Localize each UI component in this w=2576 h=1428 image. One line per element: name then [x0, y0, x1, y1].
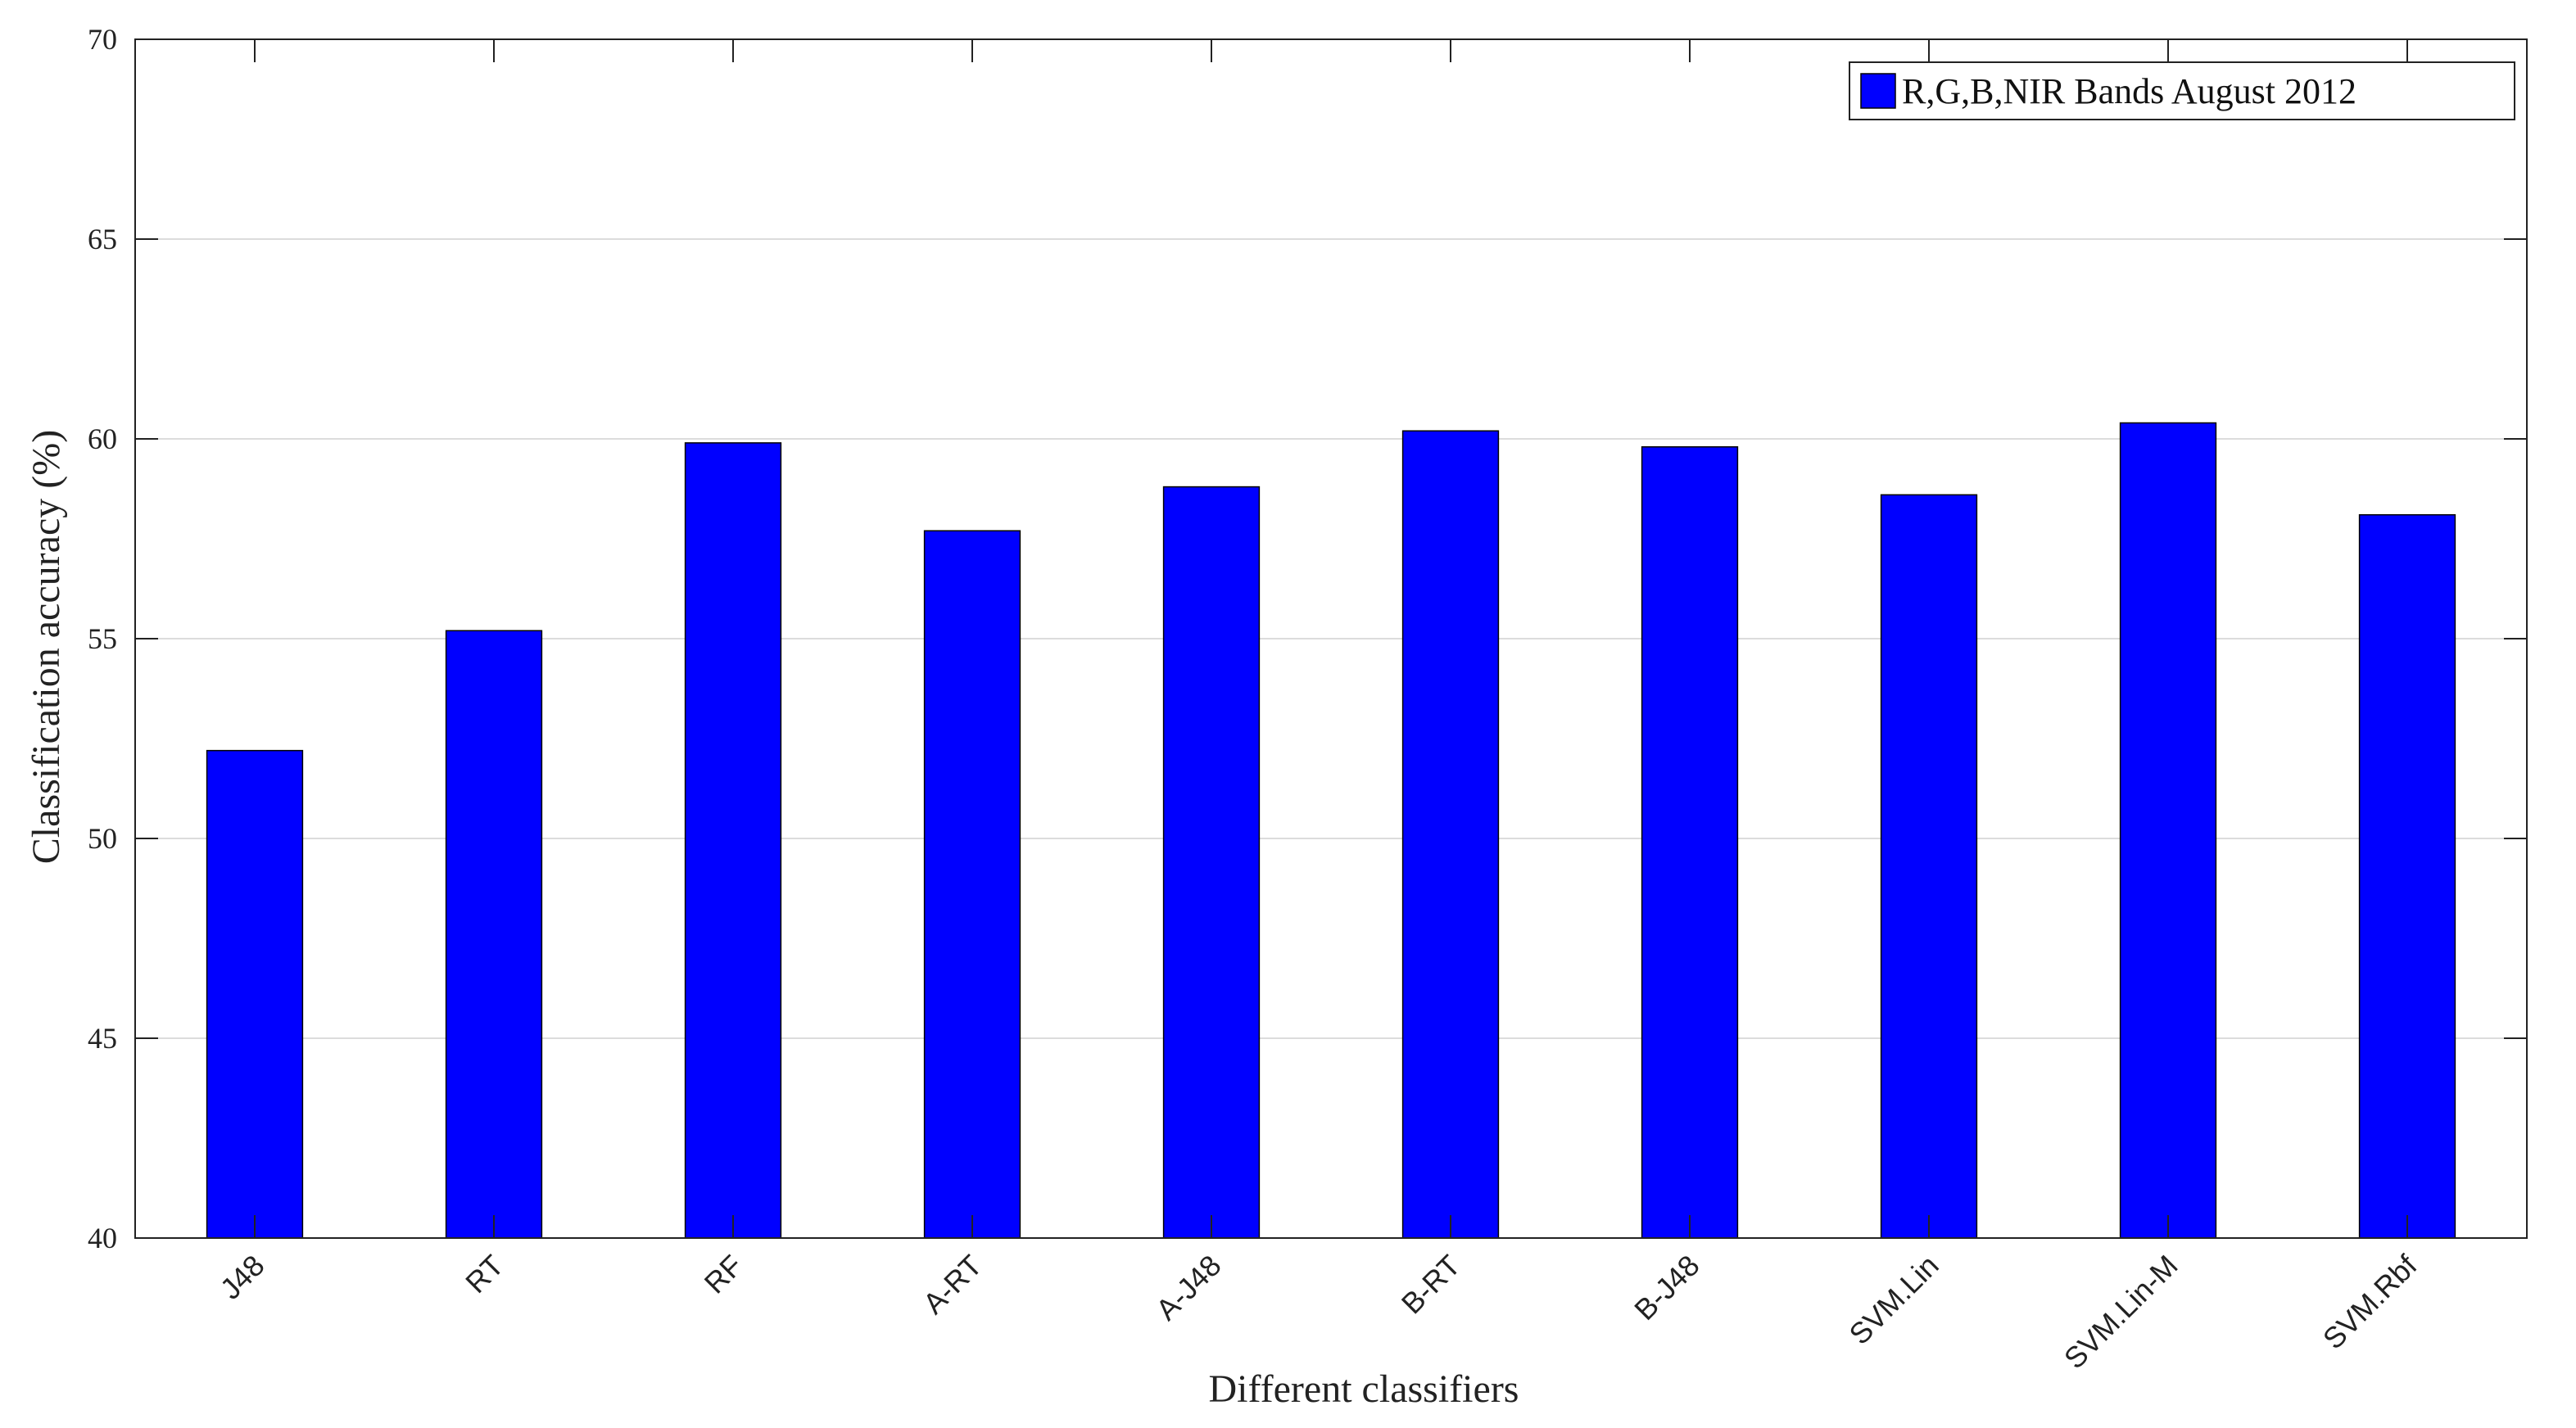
bar-a-rt	[923, 530, 1021, 1239]
y-tick-label: 70	[88, 23, 117, 56]
bar-svm-lin-m	[2119, 422, 2217, 1239]
y-tick-label: 55	[88, 622, 117, 655]
x-tick-labels: J48 RT RF A-RT A-J48 B-RT B-J48 SVM.Lin SVM.Lin-…	[214, 1248, 2424, 1376]
bars	[206, 422, 2456, 1239]
x-tick-label: RT	[459, 1249, 509, 1299]
y-tick-label: 60	[88, 423, 117, 455]
bar-b-rt	[1401, 430, 1500, 1239]
y-axis-label: Classification accuracy (%)	[25, 430, 68, 864]
legend-entry: R,G,B,NIR Bands August 2012	[1902, 71, 2356, 111]
x-tick-label: SVM.Lin	[1842, 1249, 1944, 1351]
y-tick-labels: 40 45 50 55 60 65 70	[88, 23, 117, 1254]
y-tick-label: 45	[88, 1022, 117, 1055]
y-tick-label: 65	[88, 223, 117, 255]
x-tick-label: B-RT	[1395, 1249, 1467, 1321]
x-tick-label: A-RT	[917, 1249, 989, 1321]
bar-a-j48	[1162, 486, 1261, 1239]
y-tick-label: 50	[88, 822, 117, 855]
bar-svm-lin	[1880, 494, 1978, 1239]
x-axis-label: Different classifiers	[1209, 1367, 1519, 1411]
bar-rf	[684, 442, 782, 1239]
x-tick-label: B-J48	[1628, 1249, 1705, 1326]
bar-j48	[206, 749, 304, 1239]
axis-ticks	[135, 38, 2527, 1239]
bar-b-j48	[1641, 446, 1739, 1239]
y-tick-label: 40	[88, 1222, 117, 1254]
x-tick-label: A-J48	[1149, 1249, 1227, 1326]
legend-swatch	[1860, 73, 1896, 109]
bar-rt	[445, 630, 543, 1239]
x-tick-label: J48	[214, 1249, 271, 1306]
x-tick-label: SVM.Rbf	[2316, 1248, 2424, 1356]
legend-box	[1849, 61, 2515, 120]
legend: R,G,B,NIR Bands August 2012	[1849, 61, 2515, 120]
x-tick-label: RF	[698, 1249, 749, 1300]
bar-svm-rbf	[2358, 513, 2456, 1239]
x-tick-label: SVM.Lin-M	[2058, 1249, 2184, 1376]
